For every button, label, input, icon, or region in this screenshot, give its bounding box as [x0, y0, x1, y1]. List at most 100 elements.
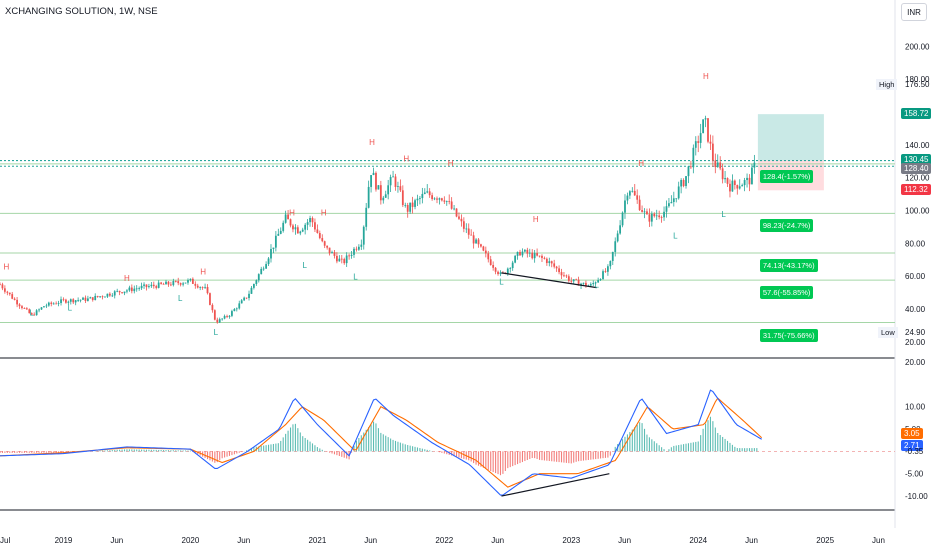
- candle-body: [660, 217, 663, 218]
- candle-body: [646, 211, 648, 215]
- candle-body: [91, 297, 94, 301]
- candle-body: [111, 295, 114, 297]
- candle-body: [155, 286, 158, 288]
- candle-body: [663, 211, 665, 218]
- candle-body: [204, 286, 206, 288]
- candle-body: [40, 307, 43, 310]
- stop-price-badge: 112.32: [901, 184, 931, 196]
- price-tick-label: 20.00: [905, 338, 926, 347]
- candle-body: [550, 261, 553, 264]
- candle-body: [130, 287, 133, 292]
- time-tick-label: Jun: [491, 536, 504, 545]
- candle-body: [150, 284, 153, 287]
- candle-body: [443, 200, 446, 202]
- candle-body: [289, 219, 292, 226]
- pivot-label: L: [302, 261, 307, 270]
- price-trendline: [501, 272, 597, 289]
- macd-signal-badge: 3.05: [901, 427, 923, 439]
- pivot-label: H: [124, 274, 130, 283]
- candle-body: [545, 258, 548, 264]
- candle-body: [6, 291, 9, 293]
- candle-body: [467, 228, 470, 235]
- candle-body: [52, 303, 55, 305]
- candle-body: [541, 255, 543, 258]
- candle-body: [433, 198, 436, 200]
- candle-body: [462, 221, 465, 229]
- candle-body: [323, 241, 326, 246]
- candle-body: [233, 309, 236, 312]
- candle-body: [126, 290, 128, 292]
- candle-body: [116, 290, 119, 292]
- candle-body: [736, 185, 739, 189]
- candle-body: [96, 295, 99, 297]
- low-label: Low: [878, 326, 898, 338]
- candle-body: [626, 195, 629, 201]
- candle-body: [509, 268, 512, 269]
- candle-body: [260, 268, 263, 275]
- candle-body: [353, 248, 355, 255]
- high-value: 176.50: [905, 79, 930, 89]
- candle-body: [174, 281, 177, 282]
- candle-body: [738, 186, 741, 189]
- candle-body: [57, 303, 60, 304]
- candle-body: [665, 206, 668, 212]
- candle-body: [555, 266, 558, 269]
- candle-body: [133, 288, 136, 292]
- candle-body: [240, 300, 243, 304]
- candle-body: [668, 203, 670, 207]
- candle-body: [711, 143, 714, 161]
- candle-body: [409, 202, 412, 212]
- candle-body: [191, 278, 194, 284]
- candle-body: [655, 215, 658, 217]
- candle-body: [106, 293, 109, 297]
- candle-body: [492, 264, 495, 268]
- macd-trendline: [501, 473, 610, 497]
- candle-body: [411, 202, 414, 207]
- candle-body: [565, 275, 568, 277]
- candle-body: [321, 238, 324, 242]
- candle-body: [743, 180, 746, 186]
- candle-body: [741, 185, 744, 187]
- candle-body: [543, 257, 546, 259]
- candle-body: [406, 205, 409, 212]
- candle-body: [108, 293, 111, 296]
- candle-body: [531, 252, 534, 259]
- candle-body: [746, 177, 748, 181]
- candle-body: [77, 300, 80, 301]
- candle-body: [458, 216, 460, 219]
- candle-body: [267, 258, 270, 265]
- currency-button[interactable]: INR: [901, 3, 927, 21]
- candle-body: [604, 271, 607, 272]
- candle-body: [721, 168, 724, 180]
- candle-body: [448, 201, 451, 202]
- pivot-label: H: [200, 268, 206, 277]
- candle-body: [387, 185, 390, 195]
- candle-body: [270, 249, 272, 259]
- candle-body: [599, 279, 602, 280]
- candle-body: [379, 185, 382, 201]
- time-tick-label: Jul: [0, 536, 10, 545]
- price-tick-label: 60.00: [905, 272, 926, 281]
- candle-body: [677, 186, 680, 199]
- candle-body: [3, 288, 6, 292]
- candle-body: [731, 180, 734, 192]
- pivot-label: L: [594, 281, 599, 290]
- candle-body: [707, 118, 709, 142]
- candle-body: [585, 282, 587, 286]
- candle-body: [375, 172, 377, 190]
- candle-body: [682, 180, 685, 187]
- pivot-label: L: [214, 328, 219, 337]
- candle-body: [343, 259, 346, 264]
- candle-body: [216, 319, 219, 323]
- candle-body: [121, 292, 123, 294]
- candle-body: [355, 248, 358, 250]
- target-zone: [757, 114, 824, 161]
- pivot-label: L: [353, 272, 358, 281]
- candle-body: [16, 299, 18, 305]
- candle-body: [570, 280, 573, 282]
- candle-body: [589, 284, 592, 286]
- pivot-label: H: [369, 138, 375, 147]
- candle-body: [282, 222, 285, 231]
- fib-level-label: 57.6(-55.85%): [759, 286, 814, 300]
